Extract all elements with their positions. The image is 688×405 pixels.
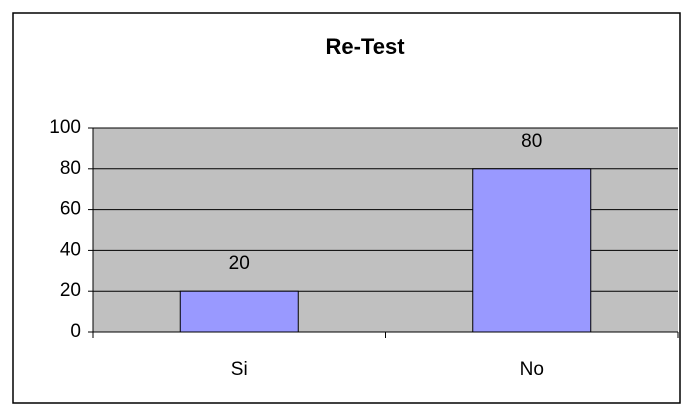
x-tick-label: Si	[231, 359, 248, 380]
y-tick-label: 40	[60, 239, 81, 260]
data-label: 80	[521, 131, 542, 152]
data-label: 20	[229, 253, 250, 274]
chart-title: Re-Test	[325, 34, 405, 59]
x-tick-label: No	[520, 359, 544, 380]
y-tick-label: 0	[70, 321, 81, 342]
bar	[179, 290, 299, 333]
y-tick-label: 20	[60, 280, 81, 301]
y-tick-label: 80	[60, 158, 81, 179]
y-tick-label: 100	[49, 117, 81, 138]
y-tick-label: 60	[60, 199, 81, 220]
bar	[472, 168, 592, 333]
